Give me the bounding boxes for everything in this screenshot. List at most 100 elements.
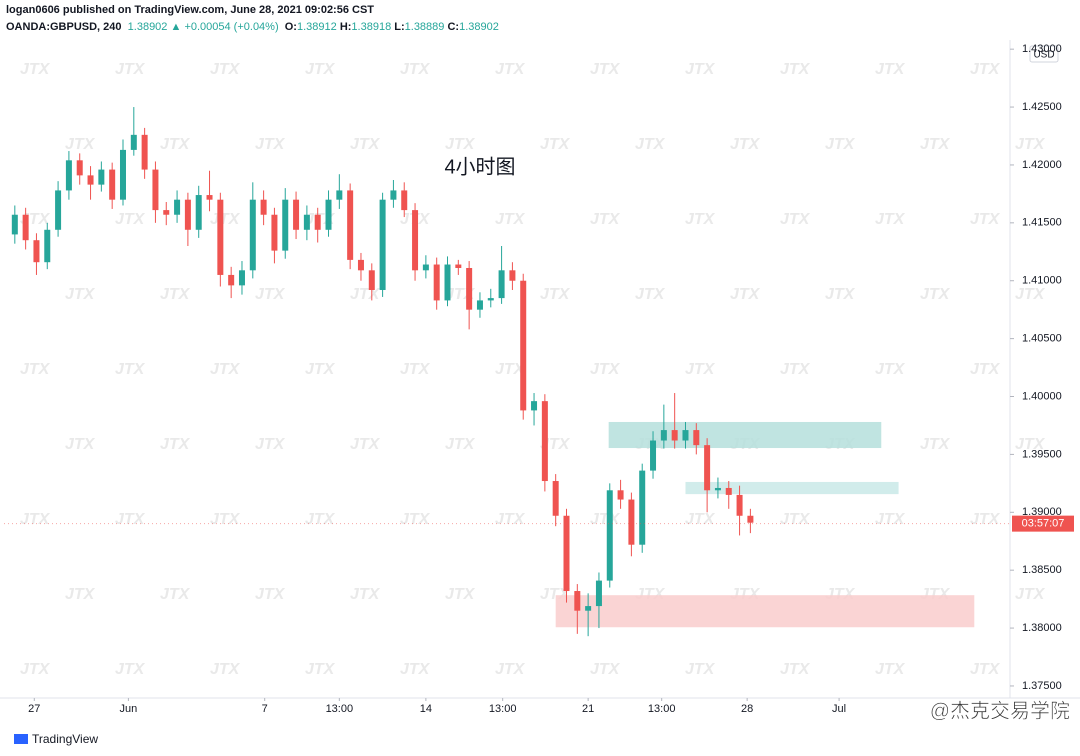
candle-body bbox=[401, 190, 408, 211]
watermark: JTX bbox=[210, 511, 241, 528]
watermark: JTX bbox=[400, 661, 431, 678]
y-tick-label: 1.42000 bbox=[1022, 159, 1062, 171]
watermark: JTX bbox=[160, 136, 191, 153]
candle-body bbox=[206, 195, 213, 200]
watermark: JTX bbox=[255, 136, 286, 153]
l: 1.38889 bbox=[404, 21, 445, 33]
watermark: JTX bbox=[20, 661, 51, 678]
candle-body bbox=[11, 214, 18, 235]
watermark: JTX bbox=[210, 211, 241, 228]
watermark-brand: @杰克交易学院 bbox=[930, 699, 1070, 722]
y-tick-label: 1.43000 bbox=[1022, 43, 1062, 55]
watermark: JTX bbox=[350, 586, 381, 603]
candle-body bbox=[303, 214, 310, 230]
publisher: logan0606 published on TradingView.com, … bbox=[6, 2, 499, 19]
candle-body bbox=[65, 160, 72, 191]
candle-body bbox=[282, 199, 289, 251]
candle-body bbox=[55, 190, 62, 230]
candle-body bbox=[476, 300, 483, 310]
watermark: JTX bbox=[1015, 286, 1046, 303]
up-arrow: ▲ bbox=[170, 21, 182, 33]
candle-body bbox=[747, 515, 754, 523]
o-label: O: bbox=[284, 21, 297, 33]
candle-body bbox=[228, 274, 235, 286]
candle-body bbox=[174, 199, 181, 215]
watermark: JTX bbox=[780, 661, 811, 678]
currency-badge bbox=[1029, 45, 1059, 63]
candle-body bbox=[509, 270, 516, 281]
watermark: JTX bbox=[65, 136, 96, 153]
candle-body bbox=[693, 430, 700, 446]
watermark: JTX bbox=[970, 61, 1001, 78]
candle-body bbox=[249, 199, 256, 271]
watermark: JTX bbox=[255, 586, 286, 603]
candle-body bbox=[725, 487, 732, 495]
candle-body bbox=[531, 401, 538, 411]
watermark: JTX bbox=[65, 436, 96, 453]
watermark: JTX bbox=[1015, 436, 1046, 453]
watermark: JTX bbox=[350, 286, 381, 303]
watermark: JTX bbox=[590, 661, 621, 678]
candle-body bbox=[617, 490, 624, 500]
watermark: JTX bbox=[825, 136, 856, 153]
watermark: JTX bbox=[210, 661, 241, 678]
watermark: JTX bbox=[635, 286, 666, 303]
watermark: JTX bbox=[305, 61, 336, 78]
zone bbox=[685, 481, 899, 495]
l-label: L: bbox=[394, 21, 405, 33]
candle-body bbox=[433, 264, 440, 301]
watermark: JTX bbox=[920, 136, 951, 153]
watermark: JTX bbox=[635, 136, 666, 153]
watermark: JTX bbox=[780, 511, 811, 528]
watermark: JTX bbox=[780, 211, 811, 228]
watermark: JTX bbox=[65, 586, 96, 603]
watermark: JTX bbox=[685, 361, 716, 378]
candle-body bbox=[260, 199, 267, 215]
watermark: JTX bbox=[160, 586, 191, 603]
watermark: JTX bbox=[210, 61, 241, 78]
watermark: JTX bbox=[160, 436, 191, 453]
candle-body bbox=[487, 298, 494, 301]
watermark: JTX bbox=[780, 61, 811, 78]
candle-body bbox=[336, 190, 343, 200]
watermark: JTX bbox=[590, 61, 621, 78]
y-tick-label: 1.40000 bbox=[1022, 390, 1062, 402]
c: 1.38902 bbox=[459, 21, 499, 33]
candle-body bbox=[639, 470, 646, 545]
x-tick-label: 21 bbox=[582, 703, 594, 715]
candle-body bbox=[628, 499, 635, 545]
watermark: JTX bbox=[400, 61, 431, 78]
y-tick-label: 1.41500 bbox=[1022, 217, 1062, 229]
candle-body bbox=[422, 264, 429, 271]
watermark: JTX bbox=[445, 586, 476, 603]
candle-body bbox=[109, 169, 116, 200]
candle-body bbox=[293, 199, 300, 230]
zone bbox=[608, 421, 882, 449]
annotation: 4小时图 bbox=[444, 155, 515, 178]
watermark: JTX bbox=[115, 661, 146, 678]
watermark: JTX bbox=[590, 211, 621, 228]
watermark: JTX bbox=[65, 286, 96, 303]
candle-body bbox=[714, 487, 721, 491]
ohlc-line: OANDA:GBPUSD, 240 1.38902 ▲ +0.00054 (+0… bbox=[6, 19, 499, 36]
currency: USD bbox=[1033, 50, 1054, 61]
y-tick-label: 1.37500 bbox=[1022, 680, 1062, 692]
price-tag-label: 03:57:07 bbox=[1022, 518, 1065, 530]
candle-body bbox=[498, 270, 505, 299]
watermark: JTX bbox=[825, 286, 856, 303]
candle-body bbox=[585, 606, 592, 611]
watermark: JTX bbox=[305, 361, 336, 378]
y-tick-label: 1.39500 bbox=[1022, 448, 1062, 460]
watermark: JTX bbox=[590, 361, 621, 378]
x-tick-label: 27 bbox=[28, 703, 40, 715]
candle-body bbox=[217, 199, 224, 275]
candle-body bbox=[22, 214, 29, 241]
x-tick-label: 7 bbox=[262, 703, 268, 715]
watermark: JTX bbox=[875, 661, 906, 678]
h: 1.38918 bbox=[351, 21, 392, 33]
h-label: H: bbox=[339, 21, 352, 33]
watermark: JTX bbox=[115, 211, 146, 228]
candle-body bbox=[368, 270, 375, 290]
watermark: JTX bbox=[540, 286, 571, 303]
watermark: JTX bbox=[1015, 136, 1046, 153]
